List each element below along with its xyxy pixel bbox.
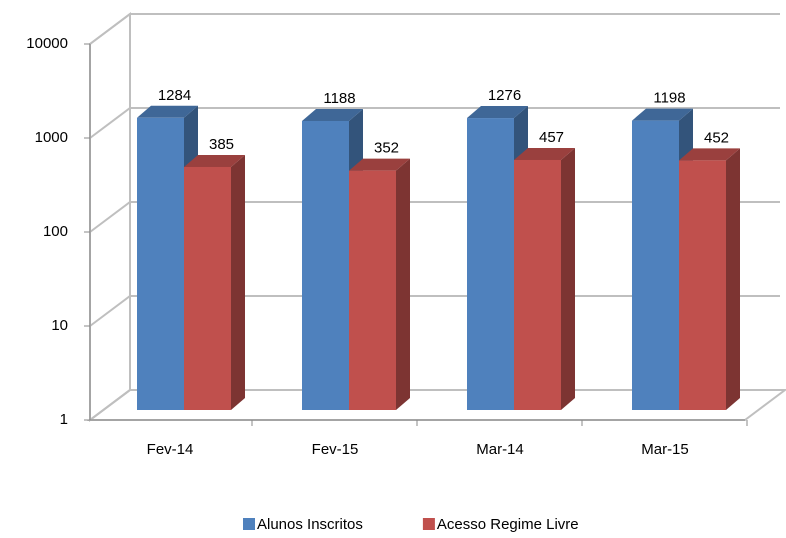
bar-side <box>561 147 575 410</box>
bar <box>514 159 561 410</box>
bar <box>679 160 726 410</box>
bar-top <box>349 158 410 171</box>
bar-side <box>726 148 740 410</box>
bar <box>302 120 349 410</box>
y-tick-label: 100 <box>43 223 68 240</box>
legend-label: Alunos Inscritos <box>257 516 363 533</box>
bar <box>349 170 396 410</box>
data-label: 1276 <box>488 87 521 104</box>
x-tick-label: Fev-15 <box>312 441 359 458</box>
data-label: 457 <box>539 129 564 146</box>
bar-top <box>302 108 363 121</box>
bar-top <box>467 106 528 119</box>
bar <box>137 117 184 410</box>
data-label: 1284 <box>158 87 191 104</box>
data-label: 385 <box>209 136 234 153</box>
x-tick-label: Mar-14 <box>476 441 524 458</box>
bar-top <box>679 148 740 161</box>
y-tick-label: 1000 <box>35 129 68 146</box>
data-label: 452 <box>704 129 729 146</box>
bar-side <box>231 154 245 410</box>
y-tick-label: 10000 <box>26 35 68 52</box>
y-tick-label: 1 <box>60 411 68 428</box>
y-tick-label: 10 <box>51 317 68 334</box>
data-label: 1188 <box>323 90 355 107</box>
bar-top <box>137 105 198 118</box>
data-label: 352 <box>374 140 399 157</box>
bar <box>632 120 679 410</box>
bar <box>184 166 231 410</box>
bar-top <box>514 147 575 160</box>
bar-top <box>184 154 245 167</box>
grid-line <box>89 13 780 45</box>
legend-label: Acesso Regime Livre <box>437 516 579 533</box>
data-label: 1198 <box>653 90 685 107</box>
legend-swatch <box>422 518 435 530</box>
bar <box>467 118 514 410</box>
x-tick-label: Mar-15 <box>641 441 689 458</box>
legend-swatch <box>243 518 255 530</box>
grid-line <box>89 107 780 139</box>
bar-side <box>396 158 410 410</box>
x-tick-label: Fev-14 <box>147 441 194 458</box>
bar-top <box>632 108 693 121</box>
